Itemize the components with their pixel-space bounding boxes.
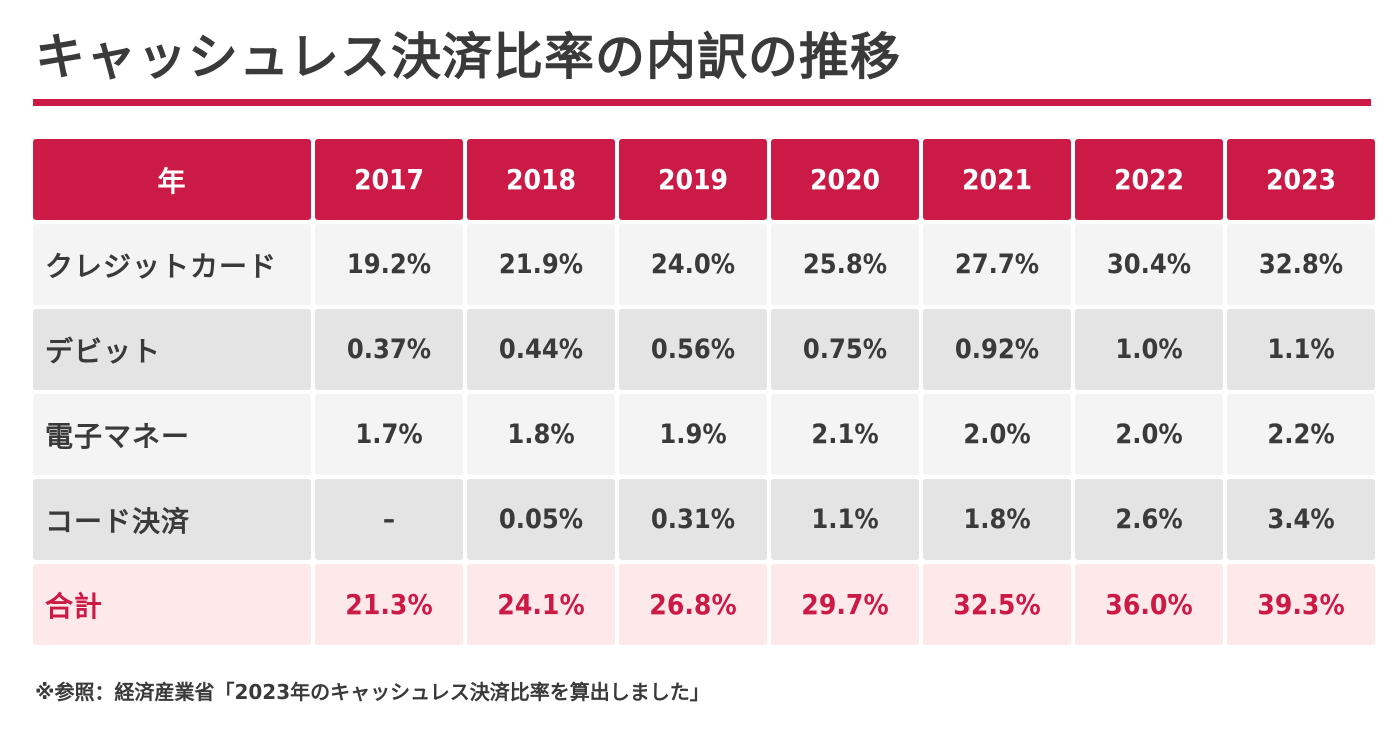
header-cell-year: 2022 xyxy=(1075,139,1223,220)
header-cell-year-label: 年 xyxy=(33,139,311,220)
total-value-cell: 29.7% xyxy=(771,564,919,645)
total-value-cell: 24.1% xyxy=(467,564,615,645)
table-value-cell: 32.8% xyxy=(1227,224,1375,305)
page-title: キャッシュレス決済比率の内訳の推移 xyxy=(35,28,901,86)
table-value-cell: 0.44% xyxy=(467,309,615,390)
table-value-cell: 2.0% xyxy=(1075,394,1223,475)
table-value-cell: 1.1% xyxy=(1227,309,1375,390)
source-footnote: ※参照：経済産業省「2023年のキャッシュレス決済比率を算出しました」 xyxy=(35,680,710,704)
row-label-total: 合計 xyxy=(33,564,311,645)
table-value-cell: 19.2% xyxy=(315,224,463,305)
header-cell-year: 2018 xyxy=(467,139,615,220)
total-value-cell: 39.3% xyxy=(1227,564,1375,645)
table-value-cell: 0.05% xyxy=(467,479,615,560)
table-value-cell: 1.9% xyxy=(619,394,767,475)
table-value-cell: 2.1% xyxy=(771,394,919,475)
table-value-cell: 27.7% xyxy=(923,224,1071,305)
table-value-cell: – xyxy=(315,479,463,560)
table-value-cell: 0.37% xyxy=(315,309,463,390)
table-value-cell: 1.1% xyxy=(771,479,919,560)
table-value-cell: 0.75% xyxy=(771,309,919,390)
header-cell-year: 2017 xyxy=(315,139,463,220)
row-label: クレジットカード xyxy=(33,224,311,305)
table-value-cell: 24.0% xyxy=(619,224,767,305)
row-label: デビット xyxy=(33,309,311,390)
cashless-ratio-table: 年 2017 2018 2019 2020 2021 2022 2023 クレジットカード 19.… xyxy=(33,139,1375,645)
row-label: 電子マネー xyxy=(33,394,311,475)
table-value-cell: 30.4% xyxy=(1075,224,1223,305)
table-value-cell: 21.9% xyxy=(467,224,615,305)
total-value-cell: 32.5% xyxy=(923,564,1071,645)
table-value-cell: 1.0% xyxy=(1075,309,1223,390)
table-value-cell: 0.92% xyxy=(923,309,1071,390)
table-value-cell: 1.8% xyxy=(467,394,615,475)
total-value-cell: 21.3% xyxy=(315,564,463,645)
header-cell-year: 2020 xyxy=(771,139,919,220)
table-value-cell: 2.2% xyxy=(1227,394,1375,475)
table-value-cell: 25.8% xyxy=(771,224,919,305)
header-cell-year: 2023 xyxy=(1227,139,1375,220)
table-value-cell: 2.0% xyxy=(923,394,1071,475)
table-value-cell: 2.6% xyxy=(1075,479,1223,560)
total-value-cell: 26.8% xyxy=(619,564,767,645)
table-value-cell: 1.7% xyxy=(315,394,463,475)
row-label: コード決済 xyxy=(33,479,311,560)
header-cell-year: 2019 xyxy=(619,139,767,220)
table-value-cell: 0.31% xyxy=(619,479,767,560)
table-value-cell: 3.4% xyxy=(1227,479,1375,560)
title-underline xyxy=(33,99,1371,106)
table-value-cell: 1.8% xyxy=(923,479,1071,560)
header-cell-year: 2021 xyxy=(923,139,1071,220)
total-value-cell: 36.0% xyxy=(1075,564,1223,645)
table-value-cell: 0.56% xyxy=(619,309,767,390)
